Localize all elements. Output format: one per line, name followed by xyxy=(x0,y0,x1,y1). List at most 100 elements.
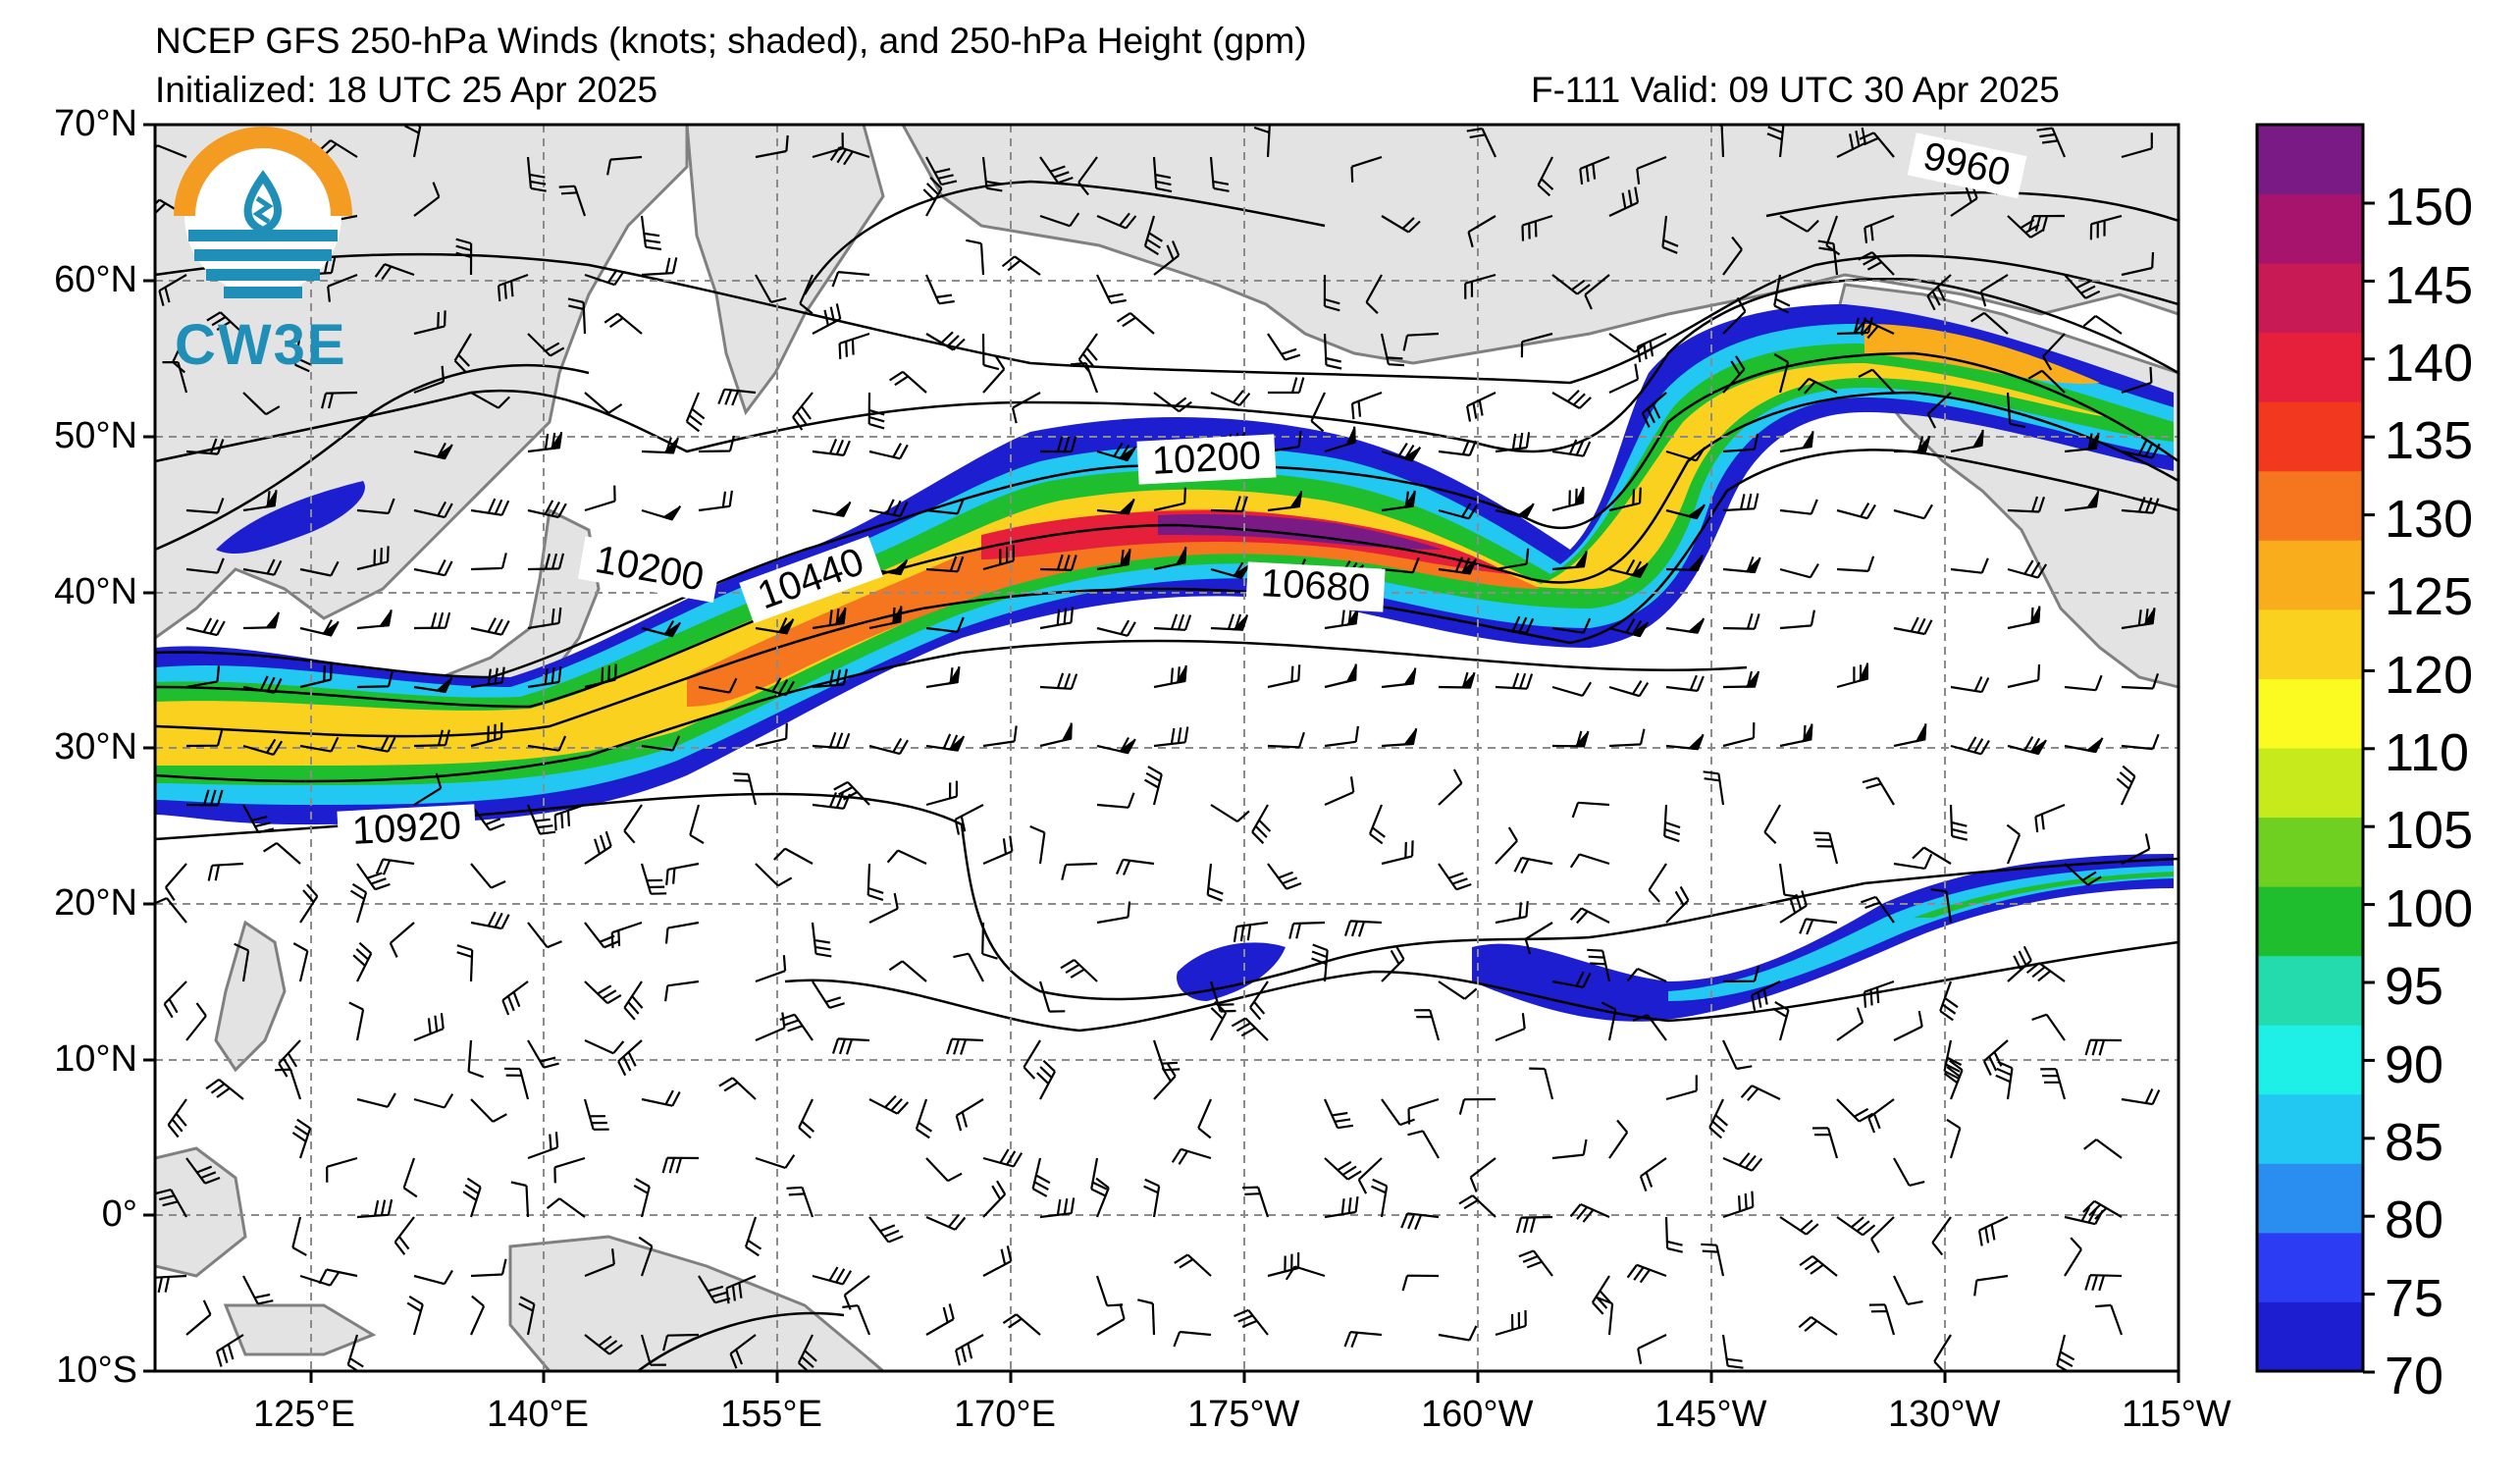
wind-barb xyxy=(1973,1274,2009,1297)
wind-barb xyxy=(617,1039,643,1077)
wind-barb xyxy=(1002,1313,1041,1336)
wind-barb xyxy=(1458,1097,1496,1115)
wind-barb xyxy=(1524,922,1553,955)
wind-barb xyxy=(925,556,965,573)
wind-barb xyxy=(1597,1297,1614,1336)
wind-barb xyxy=(291,1118,312,1159)
wind-barb-pennant xyxy=(1573,488,1585,506)
wind-barb xyxy=(1096,212,1137,230)
wind-barb xyxy=(955,1098,984,1132)
lon-label-160w: 160°W xyxy=(1421,1394,1534,1435)
colorbar-segment xyxy=(2257,609,2363,679)
wind-barb-pennant xyxy=(890,560,908,576)
contour-label-10200-east: 10200 xyxy=(1151,434,1262,483)
contour-label-10680: 10680 xyxy=(1260,561,1371,610)
wind-barb xyxy=(2007,945,2032,982)
wind-barb xyxy=(1401,1274,1440,1292)
subtropical-jet-cyan xyxy=(1668,866,2174,1001)
wind-barb xyxy=(732,772,758,806)
wind-barb xyxy=(773,847,814,865)
wind-barb xyxy=(1039,212,1080,228)
wind-barb-pennant xyxy=(1117,447,1136,462)
wind-barb xyxy=(584,830,612,865)
wind-barb xyxy=(163,980,187,1019)
wind-barb xyxy=(413,772,443,806)
wind-barb xyxy=(1641,392,1667,428)
wind-barb-pennant xyxy=(378,610,393,628)
wind-barb-pennant xyxy=(2142,609,2156,626)
wind-barb xyxy=(868,499,909,517)
wind-barb xyxy=(375,858,415,875)
wind-barb-pennant xyxy=(2085,738,2103,754)
wind-barb-pennant xyxy=(947,736,965,752)
lon-label-145w: 145°W xyxy=(1654,1394,1767,1435)
wind-barb xyxy=(1926,274,1952,311)
wind-barb xyxy=(755,134,789,159)
wind-barb xyxy=(242,392,281,416)
wind-barb xyxy=(1721,1334,1744,1369)
wind-barb xyxy=(2082,314,2123,335)
wind-barb xyxy=(812,1266,853,1286)
wind-shading xyxy=(155,304,2174,1022)
wind-barb-pennant xyxy=(264,612,280,629)
colorbar-label-90: 90 xyxy=(2385,1035,2444,1094)
wind-barb xyxy=(394,1216,415,1255)
wind-barb xyxy=(1665,1075,1698,1101)
wind-barb xyxy=(1174,1253,1212,1277)
wind-barb xyxy=(1495,901,1529,925)
wind-barb xyxy=(1939,980,1959,1022)
wind-barb xyxy=(662,1333,700,1351)
wind-barb-pennant xyxy=(833,503,851,517)
wind-barb xyxy=(1665,447,1706,462)
wind-barb xyxy=(242,738,284,756)
wind-barb xyxy=(2082,1199,2123,1220)
wind-barb xyxy=(2064,274,2101,299)
wind-barb xyxy=(829,146,870,166)
wind-barb xyxy=(2121,497,2160,514)
wind-barb xyxy=(1515,1215,1553,1234)
wind-barb xyxy=(953,952,984,982)
wind-barb xyxy=(889,370,927,394)
wind-barb xyxy=(1116,311,1155,335)
wind-barb xyxy=(1521,214,1553,241)
wind-barb xyxy=(356,498,395,515)
wind-barb xyxy=(1722,493,1759,512)
wind-barb xyxy=(1209,156,1230,192)
wind-barb xyxy=(413,182,441,217)
wind-barb xyxy=(1210,390,1251,407)
wind-barb xyxy=(1591,1275,1611,1315)
wind-barb xyxy=(470,498,510,516)
valid-time: F-111 Valid: 09 UTC 30 Apr 2025 xyxy=(1531,70,2060,110)
contour-label-group: 9960 10200 10200 10440 10680 10920 xyxy=(337,132,2027,855)
wind-barb xyxy=(1722,612,1760,630)
wind-barb xyxy=(1893,503,1933,520)
wind-barb xyxy=(470,863,506,889)
wind-barb xyxy=(1836,1007,1864,1041)
colorbar-segment xyxy=(2257,193,2363,264)
wind-barb xyxy=(326,1156,358,1183)
wind-barb-pennant xyxy=(1175,666,1187,684)
wind-barb-pennant xyxy=(1801,432,1814,450)
wind-barb xyxy=(162,361,188,394)
wind-barb xyxy=(1950,557,1989,574)
wind-barb xyxy=(1381,944,1405,982)
wind-barb xyxy=(1414,1009,1441,1041)
wind-barb xyxy=(664,980,700,1002)
wind-barb xyxy=(2007,215,2045,238)
wind-barb xyxy=(389,922,415,958)
wind-barb xyxy=(2089,214,2123,240)
wind-barb xyxy=(866,863,884,901)
wind-barb xyxy=(915,1098,933,1139)
wind-barb xyxy=(1926,392,1952,429)
wind-barb xyxy=(1381,215,1421,234)
wind-barb xyxy=(527,553,565,571)
wind-barb xyxy=(583,1098,609,1131)
wind-barb xyxy=(982,545,1015,571)
colorbar-label-145: 145 xyxy=(2385,256,2474,315)
wind-barb xyxy=(1584,274,1610,310)
wind-barb xyxy=(868,737,909,756)
wind-barb xyxy=(1608,487,1642,512)
wind-barb-pennant xyxy=(2027,740,2046,756)
wind-barb xyxy=(610,921,643,949)
wind-barb-pennant xyxy=(2085,492,2099,509)
